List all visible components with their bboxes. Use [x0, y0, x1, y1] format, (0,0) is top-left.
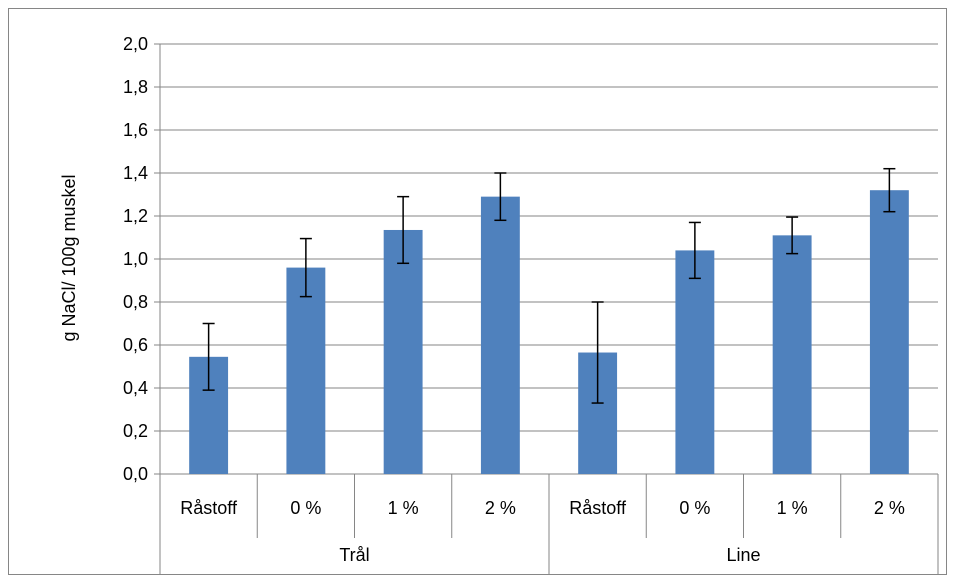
x-group-label: Line — [726, 545, 760, 565]
error-bars — [202, 167, 896, 404]
y-tick-label: 0,0 — [123, 464, 148, 484]
y-tick-label: 1,0 — [123, 249, 148, 269]
y-tick-label: 1,6 — [123, 120, 148, 140]
bar — [869, 190, 909, 474]
y-tick-label: 1,2 — [123, 206, 148, 226]
x-axis: Råstoff 0 % 1 % 2 % Råstoff 0 % 1 % 2 % Trål Line — [159, 474, 939, 575]
x-tick-label: 2 % — [485, 498, 516, 518]
y-tick-label: 1,8 — [123, 77, 148, 97]
x-tick-label: 1 % — [388, 498, 419, 518]
y-tick-labels: 0,0 0,2 0,4 0,6 0,8 1,0 1,2 1,4 1,6 1,8 2,0 — [123, 34, 148, 484]
bar — [675, 250, 715, 474]
y-tick-label: 0,4 — [123, 378, 148, 398]
y-tick-label: 0,2 — [123, 421, 148, 441]
y-axis-label: g NaCl/ 100g muskel — [59, 174, 79, 341]
x-tick-label: 0 % — [679, 498, 710, 518]
bar — [383, 229, 423, 474]
y-tick-label: 0,8 — [123, 292, 148, 312]
x-tick-label: 1 % — [777, 498, 808, 518]
y-tick-label: 2,0 — [123, 34, 148, 54]
gridlines — [154, 43, 938, 475]
bar — [286, 267, 326, 474]
x-tick-label: 0 % — [290, 498, 321, 518]
x-tick-label: Råstoff — [180, 498, 238, 518]
y-tick-label: 0,6 — [123, 335, 148, 355]
x-tick-label: 2 % — [874, 498, 905, 518]
y-tick-label: 1,4 — [123, 163, 148, 183]
bar — [772, 235, 812, 474]
x-tick-label: Råstoff — [569, 498, 627, 518]
bar — [480, 196, 520, 474]
x-group-label: Trål — [339, 545, 369, 565]
